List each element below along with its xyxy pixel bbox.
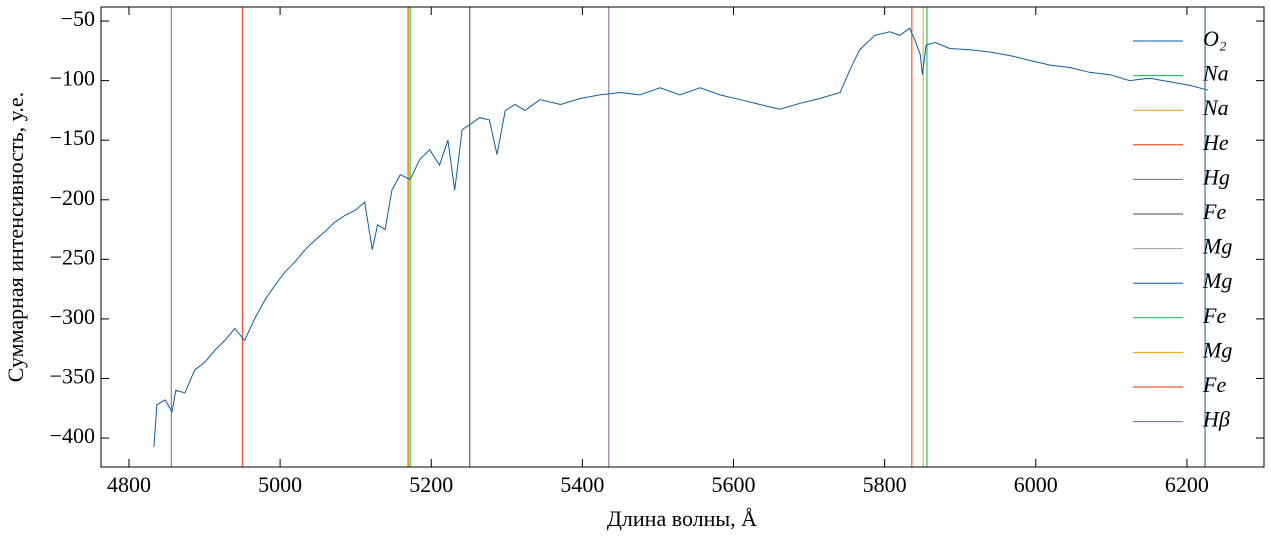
x-tick-label: 6200 — [1165, 472, 1209, 497]
y-tick-label: −250 — [50, 244, 95, 269]
y-tick-label: −50 — [61, 6, 95, 31]
y-tick-label: −350 — [50, 364, 95, 389]
spectrum-line — [153, 27, 1209, 448]
legend-label: Mg — [1202, 268, 1232, 293]
y-tick-label: −300 — [50, 304, 95, 329]
legend-label: O₂ — [1203, 26, 1227, 51]
x-tick-label: 5000 — [258, 472, 302, 497]
x-tick-label: 5400 — [560, 472, 604, 497]
x-tick-label: 5600 — [712, 472, 756, 497]
legend-label: Hβ — [1202, 407, 1230, 432]
legend-label: Fe — [1202, 199, 1226, 224]
legend-label: Na — [1202, 95, 1229, 120]
legend-label: He — [1202, 130, 1229, 155]
legend-label: Fe — [1202, 303, 1226, 328]
x-tick-label: 6000 — [1014, 472, 1058, 497]
y-tick-label: −100 — [50, 66, 95, 91]
x-tick-label: 4800 — [107, 472, 151, 497]
x-tick-label: 5800 — [863, 472, 907, 497]
y-tick-label: −400 — [50, 423, 95, 448]
x-axis-label: Длина волны, Å — [607, 506, 757, 531]
y-tick-label: −150 — [50, 125, 95, 150]
legend-label: Na — [1202, 61, 1229, 86]
x-tick-label: 5200 — [409, 472, 453, 497]
y-tick-label: −200 — [50, 185, 95, 210]
legend-label: Hg — [1202, 164, 1230, 189]
legend-label: Mg — [1202, 337, 1232, 362]
y-axis-label: Суммарная интенсивность, у.е. — [3, 92, 28, 382]
legend-label: Fe — [1202, 372, 1226, 397]
plot-frame — [100, 6, 1265, 468]
legend-label: Mg — [1202, 234, 1232, 259]
